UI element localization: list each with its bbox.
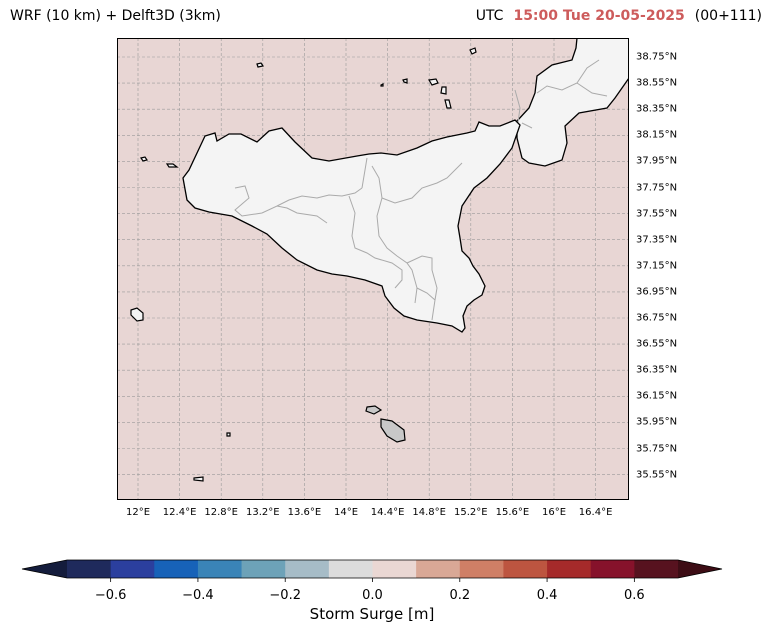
colorbar-tick-label: 0.6	[624, 588, 645, 603]
filicudi-island	[402, 78, 408, 84]
lat-tick-label: 36.95°N	[636, 286, 678, 298]
colorbar-segment	[416, 560, 461, 578]
sicily-province-borders	[234, 157, 463, 321]
lat-tick-label: 36.75°N	[636, 312, 678, 324]
lon-tick-label: 14.4°E	[370, 507, 405, 518]
lat-tick-label: 38.75°N	[636, 51, 678, 63]
lon-tick-label: 12°E	[125, 507, 151, 518]
colorbar-tick-label: −0.4	[182, 588, 214, 603]
lat-tick-label: 35.55°N	[636, 469, 678, 481]
stromboli-island	[469, 47, 477, 55]
lat-tick-label: 37.55°N	[636, 208, 678, 220]
colorbar-segment	[590, 560, 635, 578]
lon-tick-label: 13.2°E	[246, 507, 280, 518]
colorbar-segment	[67, 560, 112, 578]
salina-island	[428, 78, 439, 86]
lat-tick-label: 38.15°N	[636, 129, 678, 141]
colorbar-outline	[21, 559, 723, 579]
colorbar-segment	[503, 560, 548, 578]
sicily-coastline	[182, 119, 521, 333]
lat-tick-label: 35.95°N	[636, 416, 678, 428]
colorbar-segment	[110, 560, 155, 578]
lon-tick-label: 12.8°E	[204, 507, 238, 518]
colorbar-tick-label: 0.0	[362, 588, 383, 603]
calabria-borders	[514, 59, 608, 131]
lat-tick-label: 36.55°N	[636, 338, 678, 350]
lon-tick-label: 15.6°E	[495, 507, 530, 518]
egadi-favignana-island	[165, 163, 179, 168]
lon-tick-label: 16°E	[541, 507, 567, 518]
lat-tick-label: 37.95°N	[636, 155, 678, 167]
calabria-coastline	[516, 38, 629, 167]
graticule	[117, 38, 629, 500]
lat-tick-label: 36.35°N	[636, 364, 678, 376]
colorbar-over-extend	[678, 560, 722, 578]
map-canvas	[117, 38, 629, 500]
lipari-island	[440, 86, 447, 95]
lon-tick-label: 14.8°E	[412, 507, 446, 518]
map-title: WRF (10 km) + Delft3D (3km)	[10, 8, 221, 24]
run-info: (00+111)	[694, 8, 762, 24]
pantelleria-island	[130, 307, 144, 322]
lat-tick-label: 37.15°N	[636, 260, 678, 272]
malta-island	[380, 418, 406, 443]
lon-tick-label: 13.6°E	[287, 507, 322, 518]
lon-tick-label: 14°E	[333, 507, 359, 518]
lon-tick-label: 15.2°E	[454, 507, 488, 518]
forecast-time-header: UTC 15:00 Tue 20-05-2025 (00+111)	[476, 8, 762, 24]
colorbar-segment	[328, 560, 373, 578]
colorbar-tick-label: −0.2	[269, 588, 301, 603]
colorbar-label: Storm Surge [m]	[309, 605, 435, 623]
lat-tick-label: 36.15°N	[636, 390, 678, 402]
colorbar-segment	[241, 560, 286, 578]
lon-tick-label: 16.4°E	[578, 507, 613, 518]
lat-tick-label: 38.55°N	[636, 77, 678, 89]
sicily-landmass	[183, 120, 520, 332]
colorbar-segment	[197, 560, 243, 578]
gozo-island	[365, 405, 383, 415]
lat-tick-label: 37.35°N	[636, 234, 678, 246]
colorbar-segment	[372, 560, 417, 578]
colorbar-segment	[154, 560, 199, 578]
lat-tick-label: 35.75°N	[636, 443, 678, 454]
colorbar-segment	[285, 560, 330, 578]
alicudi-island	[380, 83, 384, 87]
egadi-marettimo-island	[140, 156, 148, 162]
linosa-island	[226, 432, 231, 437]
colorbar-segment	[459, 560, 504, 578]
colorbar-segment	[547, 560, 592, 578]
map-panel	[117, 38, 629, 500]
lat-tick-label: 37.75°N	[636, 182, 678, 193]
lampedusa-island	[193, 476, 204, 482]
colorbar-segment	[634, 560, 679, 578]
colorbar-tick-label: −0.6	[94, 588, 127, 603]
lat-tick-label: 38.35°N	[636, 103, 678, 115]
forecast-timestamp: 15:00 Tue 20-05-2025	[513, 8, 685, 24]
lon-tick-label: 12.4°E	[162, 507, 197, 518]
vulcano-island	[444, 99, 452, 109]
utc-label: UTC	[475, 8, 504, 24]
colorbar-tick-label: 0.2	[449, 588, 471, 603]
calabria-landmass	[517, 38, 629, 166]
ustica-island	[256, 62, 264, 68]
colorbar-under-extend	[22, 560, 67, 578]
colorbar	[21, 559, 723, 582]
colorbar-tick-label: 0.4	[536, 588, 558, 603]
map-frame	[117, 38, 629, 500]
